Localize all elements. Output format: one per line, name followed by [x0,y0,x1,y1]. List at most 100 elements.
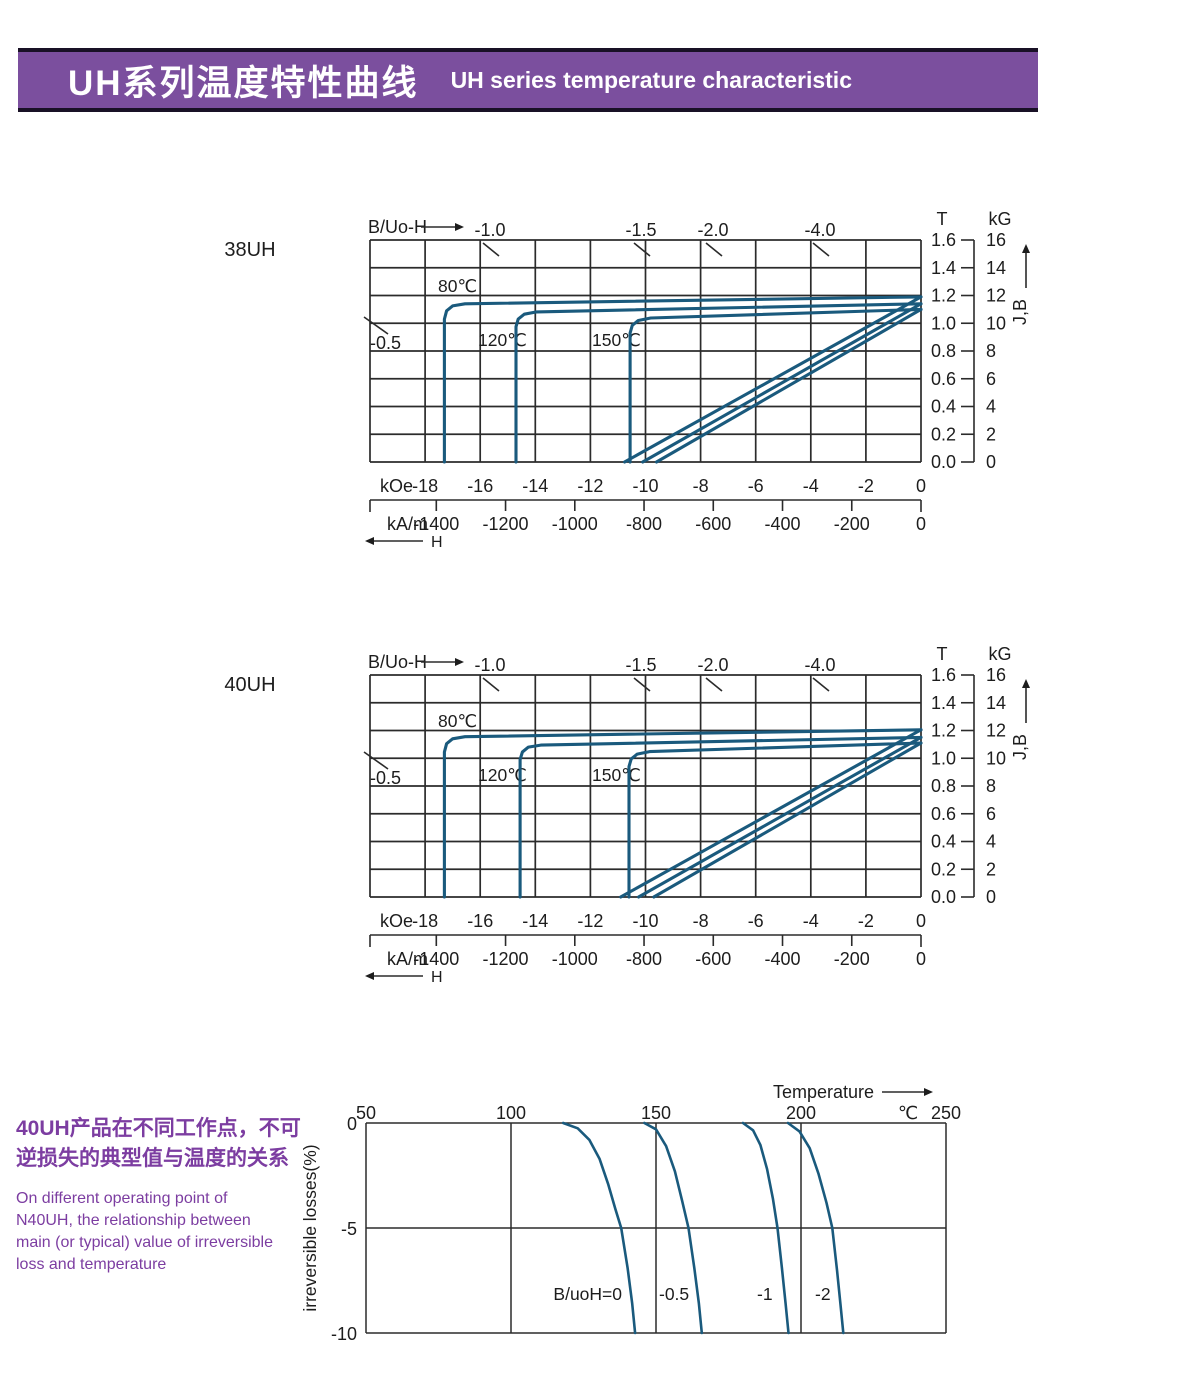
temp-curve-label: 80℃ [438,711,477,731]
axis-tick-label: -8 [693,476,709,496]
load-line-label: -1.5 [625,655,656,675]
axis-tick-label: -6 [748,476,764,496]
axis-tick-label: -16 [467,911,493,931]
axis-tick-label: -1200 [483,949,529,969]
axis-tick-label: 8 [986,341,996,361]
axis-tick-label: 250 [931,1103,961,1123]
y-axis-unit-kG: kG [988,209,1011,229]
axis-tick-label: -200 [834,514,870,534]
axis-tick-label: -10 [632,911,658,931]
header-banner: UH系列温度特性曲线 UH series temperature charact… [18,48,1038,112]
series-B/uoH=0 [561,1121,637,1335]
axis-tick-label: 8 [986,776,996,796]
axis-tick-label: -10 [632,476,658,496]
note-en-text: On different operating point of N40UH, t… [16,1188,336,1276]
load-arrow-icon [455,223,464,231]
axis-tick-label: -12 [577,476,603,496]
y-axis-unit-kG: kG [988,644,1011,664]
axis-tick-label: -1000 [552,514,598,534]
y-axis-unit-T: T [937,644,948,664]
axis-tick-label: 150 [641,1103,671,1123]
axis-tick-label: 1.6 [931,665,956,685]
axis-tick-label: -14 [522,476,548,496]
series-B 150℃ [654,307,923,464]
load-line-label: -0.5 [370,333,401,353]
axis-tick-label: 0 [986,452,996,472]
axis-tick-label: -400 [765,949,801,969]
x-axis-unit-primary: kOe [380,911,413,931]
axis-tick-label: 0.6 [931,804,956,824]
load-line-tick [363,316,389,335]
axis-tick-label: -10 [331,1324,357,1344]
x-axis-unit: ℃ [898,1103,918,1123]
axis-tick-label: -600 [695,514,731,534]
axis-tick-label: -14 [522,911,548,931]
series--1 [741,1121,790,1335]
axis-tick-label: -18 [412,476,438,496]
axis-tick-label: -8 [693,911,709,931]
axis-tick-label: -1200 [483,514,529,534]
axis-tick-label: 16 [986,230,1006,250]
load-line-label: -4.0 [804,655,835,675]
axis-tick-label: 0.6 [931,369,956,389]
axis-tick-label: 0.4 [931,832,956,852]
axis-tick-label: 0.2 [931,859,956,879]
note-en-line-2: N40UH, the relationship between [16,1212,251,1229]
axis-tick-label: 10 [986,748,1006,768]
axis-tick-label: 14 [986,258,1006,278]
jb-arrow-icon [1022,679,1030,688]
y-axis-title: irreversible losses(%) [300,1144,320,1311]
note-en-line-3: main (or typical) value of irreversible [16,1234,273,1251]
temp-curve-label: 120℃ [478,765,527,785]
h-arrow-icon [365,537,374,545]
x-axis-title: Temperature [773,1082,874,1102]
axis-tick-label: -16 [467,476,493,496]
jb-arrow-icon [1022,244,1030,253]
axis-tick-label: 0 [916,514,926,534]
load-line-label: -2.0 [697,220,728,240]
load-line-label: -1.0 [474,220,505,240]
axis-tick-label: 1.2 [931,721,956,741]
axis-tick-label: -2 [858,476,874,496]
series-B 120℃ [637,735,923,899]
load-line-tick [812,677,830,692]
axis-tick-label: 100 [496,1103,526,1123]
series-J 150℃ [628,307,923,464]
chart-label-38uh: 38UH [224,239,276,261]
axis-tick-label: 1.2 [931,286,956,306]
axis-tick-label: 1.6 [931,230,956,250]
axis-tick-label: -2 [858,911,874,931]
axis-tick-label: 10 [986,313,1006,333]
axis-tick-label: -600 [695,949,731,969]
header-title-zh: UH系列温度特性曲线 [68,63,419,103]
chart-label-40uh: 40UH [224,674,276,696]
series-J 80℃ [442,295,923,464]
axis-tick-label: 1.0 [931,313,956,333]
load-line-label: -1.5 [625,220,656,240]
axis-tick-label: 12 [986,286,1006,306]
curve-label: -0.5 [659,1284,689,1304]
axis-tick-label: 16 [986,665,1006,685]
x-axis-unit-secondary: kA/m [387,949,428,969]
axis-tick-label: 0.4 [931,397,956,417]
jb-axis-label: J,B [1010,299,1030,325]
curve-label: B/uoH=0 [553,1284,622,1304]
chart-demag-38uh: B/Uo-H -1.0 -1.5 -2.0 -4.0 -0.5 80℃ 120℃ 150℃ kOe… [363,209,1030,551]
series-J 120℃ [518,735,923,899]
series-B 150℃ [652,741,923,899]
load-line-tick [363,751,389,770]
axis-tick-label: 0 [916,911,926,931]
axis-tick-label: 4 [986,397,996,417]
axis-tick-label: 50 [356,1103,376,1123]
load-line-tick [482,677,500,692]
load-line-tick [705,677,723,692]
series-B 80℃ [623,295,923,464]
axis-tick-label: 2 [986,424,996,444]
axis-tick-label: 6 [986,369,996,389]
temperature-arrow-icon [924,1088,933,1096]
series--2 [786,1121,845,1335]
load-line-tick [812,242,830,257]
axis-tick-label: -1000 [552,949,598,969]
axis-tick-label: -400 [765,514,801,534]
note-zh-line-2: 逆损失的典型值与温度的关系 [16,1147,289,1170]
